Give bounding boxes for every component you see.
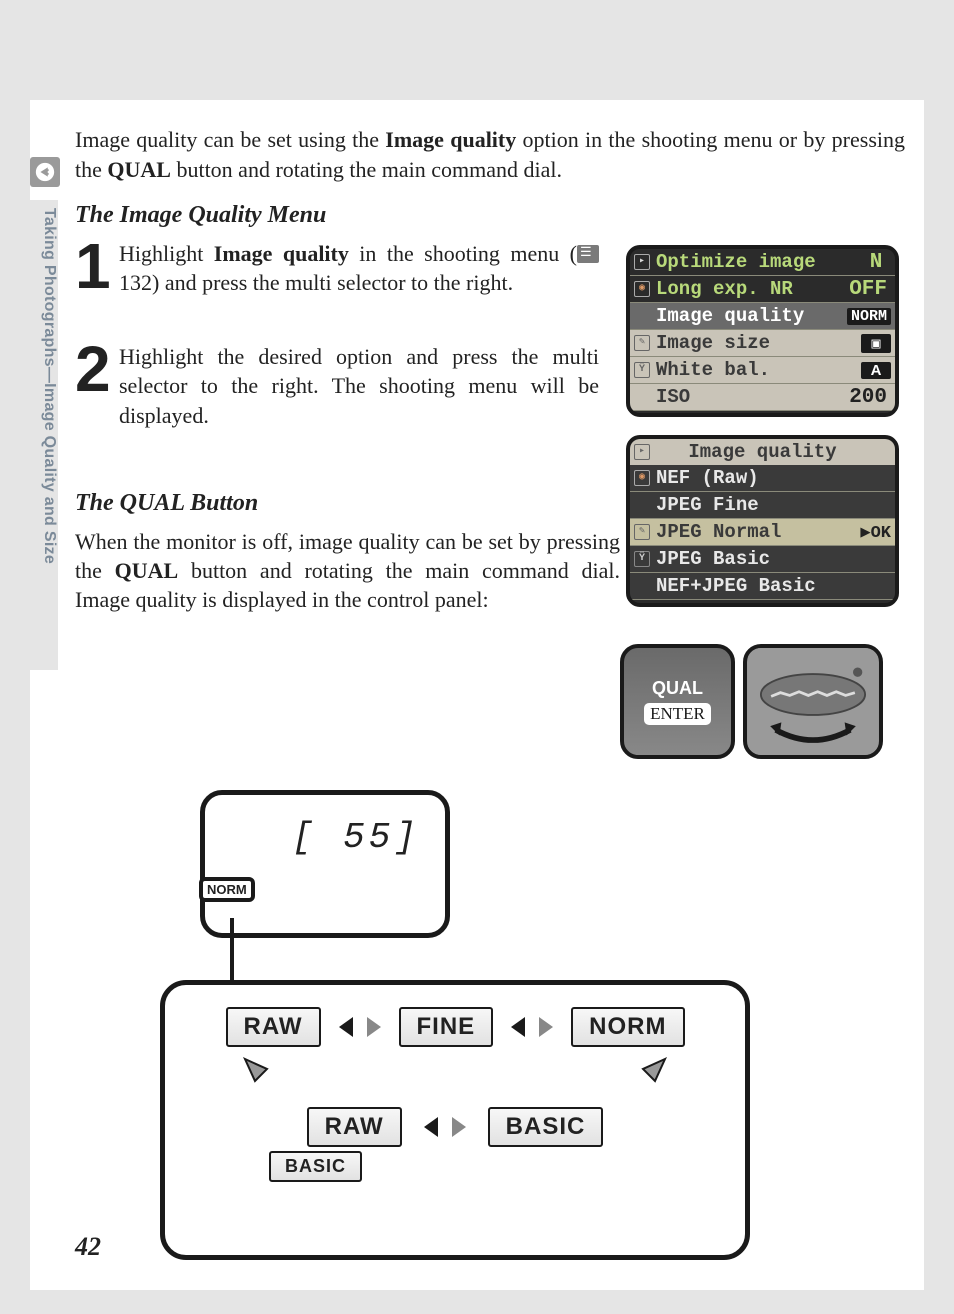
page-number: 42 xyxy=(75,1232,101,1262)
menu-row-optimize: ▸ Optimize image N xyxy=(630,249,895,276)
menu-row-longexp: ◉ Long exp. NR OFF xyxy=(630,276,895,303)
ok-indicator: ▶OK xyxy=(860,522,891,543)
flow-label-fine: FINE xyxy=(399,1007,494,1047)
pencil-icon: ✎ xyxy=(634,335,650,351)
flow-row-1: RAW FINE NORM xyxy=(165,1007,745,1047)
intro-text: Image quality can be set using the xyxy=(75,127,385,152)
control-panel-lcd: [ 55] NORM xyxy=(200,790,450,938)
arrow-lr-icon xyxy=(424,1113,466,1141)
quality-flow-chart: RAW FINE NORM RAW BASIC BASIC xyxy=(160,980,750,1260)
submenu-title: ▸ Image quality xyxy=(630,439,895,465)
arrow-diag-icon xyxy=(639,1055,669,1085)
step-1-text: Highlight Image quality in the shooting … xyxy=(119,239,599,297)
submenu-row-basic: Ÿ JPEG Basic xyxy=(630,546,895,573)
image-quality-submenu-screenshot: ▸ Image quality ◉ NEF (Raw) JPEG Fine ✎ … xyxy=(626,435,899,607)
intro-bold-1: Image quality xyxy=(385,127,516,152)
step-2-text: Highlight the desired option and press t… xyxy=(119,342,599,429)
arrow-diag-icon xyxy=(241,1055,271,1085)
intro-paragraph: Image quality can be set using the Image… xyxy=(75,125,905,184)
sidebar-section-label: Taking Photographs—Image Quality and Siz… xyxy=(30,200,58,670)
qual-button-graphic: QUAL ENTER xyxy=(620,644,735,759)
flow-row-arrows-down xyxy=(165,1055,745,1085)
intro-text: button and rotating the main command dia… xyxy=(171,157,562,182)
submenu-row-nefjpeg: NEF+JPEG Basic xyxy=(630,573,895,600)
command-dial-graphic xyxy=(743,644,883,759)
panel-readout: [ 55] xyxy=(292,817,420,858)
menu-row-iso: ISO 200 xyxy=(630,384,895,411)
norm-badge: NORM xyxy=(199,877,255,902)
qual-button-illustration: QUAL ENTER xyxy=(620,644,883,759)
qual-label: QUAL xyxy=(652,678,703,699)
control-panel-diagram: [ 55] NORM RAW FINE NORM RAW BASIC BA xyxy=(200,790,750,1280)
menu-row-imagequality: Image quality NORM xyxy=(630,303,895,330)
menu-row-imagesize: ✎ Image size ▣ xyxy=(630,330,895,357)
flow-label-rawbasic-left: RAW xyxy=(307,1107,402,1147)
menu-icon xyxy=(577,245,599,263)
qual-paragraph: When the monitor is off, image quality c… xyxy=(75,527,620,614)
retouch-icon: Ÿ xyxy=(634,551,650,567)
menu-row-whitebal: Ÿ White bal. A xyxy=(630,357,895,384)
flow-label-raw: RAW xyxy=(226,1007,321,1047)
shooting-menu-screenshot: ▸ Optimize image N ◉ Long exp. NR OFF Im… xyxy=(626,245,899,417)
flow-row-3: BASIC xyxy=(165,1151,745,1182)
flow-label-basic: BASIC xyxy=(488,1107,604,1147)
camera-icon: ◉ xyxy=(634,281,650,297)
submenu-row-normal: ✎ JPEG Normal ▶OK xyxy=(630,519,895,546)
play-icon: ▸ xyxy=(634,444,650,460)
arrow-lr-icon xyxy=(511,1013,553,1041)
flow-label-norm: NORM xyxy=(571,1007,684,1047)
retouch-icon: Ÿ xyxy=(634,362,650,378)
submenu-row-fine: JPEG Fine xyxy=(630,492,895,519)
play-icon: ▸ xyxy=(634,254,650,270)
intro-bold-2: QUAL xyxy=(107,157,171,182)
sidebar-arrow-icon xyxy=(30,157,60,187)
flow-label-rawbasic-sub: BASIC xyxy=(269,1151,362,1182)
arrow-lr-icon xyxy=(339,1013,381,1041)
camera-icon: ◉ xyxy=(634,470,650,486)
step-number: 2 xyxy=(75,342,119,429)
submenu-row-nef: ◉ NEF (Raw) xyxy=(630,465,895,492)
page: Taking Photographs—Image Quality and Siz… xyxy=(30,100,924,1290)
step-number: 1 xyxy=(75,239,119,297)
flow-row-2: RAW BASIC xyxy=(165,1107,745,1147)
section-heading-menu: The Image Quality Menu xyxy=(75,202,905,229)
pencil-icon: ✎ xyxy=(634,524,650,540)
enter-label: ENTER xyxy=(644,703,711,725)
connector-line xyxy=(230,918,234,985)
